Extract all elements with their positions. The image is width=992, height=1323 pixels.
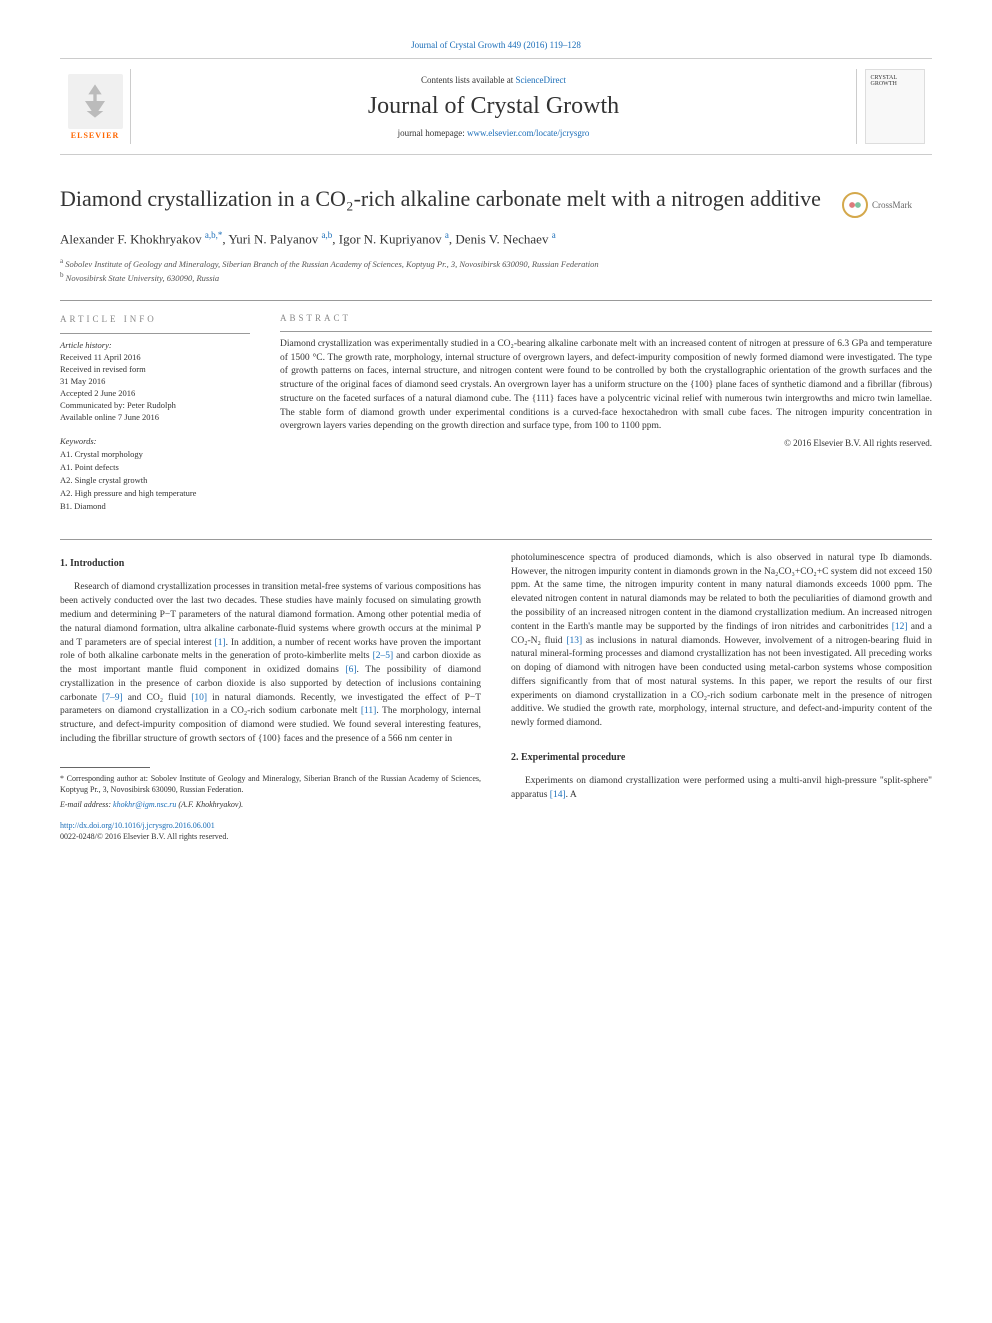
ref-link[interactable]: [2–5]: [373, 651, 394, 661]
ref-link[interactable]: [10]: [191, 693, 207, 703]
body-col-right: photoluminescence spectra of produced di…: [511, 552, 932, 843]
top-citation: Journal of Crystal Growth 449 (2016) 119…: [60, 40, 932, 50]
corresponding-author: * Corresponding author at: Sobolev Insti…: [60, 773, 481, 795]
divider: [60, 539, 932, 540]
footer-block: * Corresponding author at: Sobolev Insti…: [60, 767, 481, 843]
keyword: A1. Point defects: [60, 462, 250, 474]
body-col-left: 1. Introduction Research of diamond crys…: [60, 552, 481, 843]
history-line: 31 May 2016: [60, 376, 250, 388]
keywords-label: Keywords:: [60, 436, 250, 448]
email-suffix: (A.F. Khokhryakov).: [176, 800, 243, 809]
homepage-prefix: journal homepage:: [398, 128, 467, 138]
history-line: Received 11 April 2016: [60, 352, 250, 364]
authors-list: Alexander F. Khokhryakov a,b,*, Yuri N. …: [60, 230, 932, 247]
keyword: A2. Single crystal growth: [60, 475, 250, 487]
email-line: E-mail address: khokhr@igm.nsc.ru (A.F. …: [60, 799, 481, 810]
cover-text: CRYSTAL GROWTH: [871, 75, 919, 87]
crossmark-label: CrossMark: [872, 200, 912, 210]
email-label: E-mail address:: [60, 800, 113, 809]
journal-header: ELSEVIER Contents lists available at Sci…: [60, 58, 932, 155]
abstract-text: Diamond crystallization was experimental…: [280, 338, 932, 434]
divider: [60, 333, 250, 334]
history-line: Communicated by: Peter Rudolph: [60, 400, 250, 412]
intro-heading: 1. Introduction: [60, 557, 481, 572]
history-line: Received in revised form: [60, 364, 250, 376]
journal-cover[interactable]: CRYSTAL GROWTH: [857, 69, 932, 144]
title-row: Diamond crystallization in a CO₂-rich al…: [60, 185, 932, 220]
ref-link[interactable]: [12]: [892, 622, 908, 632]
divider: [60, 300, 932, 301]
author-email-link[interactable]: khokhr@igm.nsc.ru: [113, 800, 176, 809]
article-info-heading: ARTICLE INFO: [60, 313, 250, 326]
crossmark-icon: [842, 192, 868, 218]
homepage-link[interactable]: www.elsevier.com/locate/jcrysgro: [467, 128, 589, 138]
history-label: Article history:: [60, 340, 250, 352]
contents-prefix: Contents lists available at: [421, 75, 515, 85]
cover-thumbnail-icon: CRYSTAL GROWTH: [865, 69, 925, 144]
sciencedirect-link[interactable]: ScienceDirect: [516, 75, 566, 85]
history-line: Available online 7 June 2016: [60, 412, 250, 424]
doi-link[interactable]: http://dx.doi.org/10.1016/j.jcrysgro.201…: [60, 821, 215, 830]
ref-link[interactable]: [6]: [345, 665, 356, 675]
article-info: ARTICLE INFO Article history: Received 1…: [60, 313, 250, 514]
keyword: A2. High pressure and high temperature: [60, 488, 250, 500]
intro-para-2: photoluminescence spectra of produced di…: [511, 552, 932, 731]
keywords-block: Keywords: A1. Crystal morphologyA1. Poin…: [60, 436, 250, 513]
keyword: A1. Crystal morphology: [60, 449, 250, 461]
ref-link[interactable]: [11]: [361, 706, 376, 716]
elsevier-logo[interactable]: ELSEVIER: [60, 69, 130, 144]
elsevier-wordmark: ELSEVIER: [71, 131, 119, 140]
ref-link[interactable]: [7–9]: [102, 693, 123, 703]
abstract: ABSTRACT Diamond crystallization was exp…: [280, 313, 932, 514]
journal-name: Journal of Crystal Growth: [151, 93, 836, 120]
doi-block: http://dx.doi.org/10.1016/j.jcrysgro.201…: [60, 820, 481, 842]
affiliations: a Sobolev Institute of Geology and Miner…: [60, 257, 932, 284]
abstract-heading: ABSTRACT: [280, 313, 932, 323]
issn-copyright: 0022-0248/© 2016 Elsevier B.V. All right…: [60, 831, 481, 842]
keyword: B1. Diamond: [60, 501, 250, 513]
homepage-line: journal homepage: www.elsevier.com/locat…: [151, 128, 836, 138]
divider: [280, 331, 932, 332]
ref-link[interactable]: [13]: [566, 636, 582, 646]
intro-para-1: Research of diamond crystallization proc…: [60, 581, 481, 746]
experimental-heading: 2. Experimental procedure: [511, 751, 932, 766]
footer-rule: [60, 767, 150, 768]
experimental-para: Experiments on diamond crystallization w…: [511, 775, 932, 803]
abstract-copyright: © 2016 Elsevier B.V. All rights reserved…: [280, 438, 932, 448]
history-block: Article history: Received 11 April 2016R…: [60, 340, 250, 423]
article-title: Diamond crystallization in a CO₂-rich al…: [60, 185, 827, 213]
ref-link[interactable]: [14]: [550, 790, 566, 800]
header-center: Contents lists available at ScienceDirec…: [130, 69, 857, 144]
crossmark-badge[interactable]: CrossMark: [842, 190, 932, 220]
history-line: Accepted 2 June 2016: [60, 388, 250, 400]
top-citation-link[interactable]: Journal of Crystal Growth 449 (2016) 119…: [411, 40, 581, 50]
ref-link[interactable]: [1]: [215, 638, 226, 648]
elsevier-tree-icon: [68, 74, 123, 129]
info-abstract-row: ARTICLE INFO Article history: Received 1…: [60, 313, 932, 514]
contents-line: Contents lists available at ScienceDirec…: [151, 75, 836, 85]
body-columns: 1. Introduction Research of diamond crys…: [60, 552, 932, 843]
